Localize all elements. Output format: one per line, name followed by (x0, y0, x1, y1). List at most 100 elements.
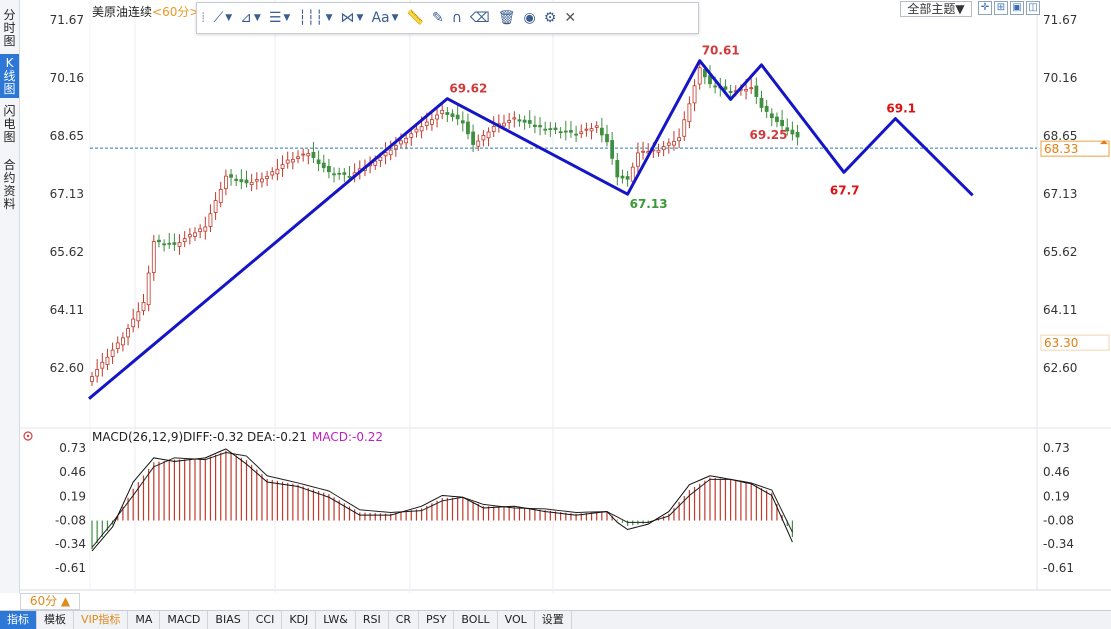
candle (749, 78, 754, 95)
gear-button[interactable]: ⚙ (540, 4, 561, 32)
channel-tool-icon: ☰ (268, 10, 282, 26)
indicator-tab-10[interactable]: CR (389, 611, 420, 629)
candle-body (677, 137, 681, 142)
candle (795, 124, 800, 146)
indicator-tab-12[interactable]: BOLL (454, 611, 498, 629)
candle (548, 122, 553, 137)
gear-icon: ⚙ (543, 10, 557, 26)
indicator-tab-0[interactable]: 指标 (0, 611, 37, 629)
indicator-tab-9[interactable]: RSI (356, 611, 389, 629)
candle-body (687, 103, 692, 123)
candle-body (692, 85, 697, 104)
pencil-button[interactable]: ✎ (428, 4, 448, 32)
candle (589, 123, 594, 140)
pattern-tool-button[interactable]: ⋈ ▼ (337, 4, 368, 32)
text-tool-button[interactable]: Aa ▼ (367, 4, 402, 32)
candle (481, 129, 486, 147)
indicator-tab-14[interactable]: 设置 (535, 611, 572, 629)
window-layout-icon[interactable]: ▣ (1010, 1, 1024, 15)
candle-body (507, 120, 512, 123)
candle (466, 113, 470, 140)
kline-chart[interactable]: 71.67 71.67 70.16 70.16 68.65 68.65 67.13 67.13… (20, 0, 1111, 593)
macd-tick-left: -0.08 (55, 514, 86, 528)
candle (584, 122, 589, 137)
eraser-icon: ⌫ (469, 10, 490, 26)
trash-button[interactable]: 🗑 (494, 4, 520, 32)
indicator-tab-13[interactable]: VOL (498, 611, 535, 629)
indicator-tab-11[interactable]: PSY (419, 611, 455, 629)
left-tab-3[interactable]: 合约资料 (3, 158, 16, 211)
candle-body (275, 168, 280, 175)
candle (182, 231, 187, 248)
candle (141, 293, 146, 316)
toolbar-grip-icon[interactable]: ⁞ (201, 10, 206, 26)
candle-body (744, 89, 748, 92)
candle-body (337, 172, 342, 175)
indicator-tab-5[interactable]: BIAS (208, 611, 249, 629)
close-button[interactable]: ✕ (560, 4, 580, 32)
macd-settings-icon (23, 431, 33, 441)
candle-body (296, 156, 300, 159)
period-button[interactable]: 60分 ▲ (20, 593, 80, 610)
indicator-tab-6[interactable]: CCI (249, 611, 283, 629)
ruler-button[interactable]: 📏 (403, 4, 428, 32)
candle-body (342, 172, 347, 175)
channel-tool-button[interactable]: ☰ ▼ (265, 4, 294, 32)
pencil-icon: ✎ (431, 10, 444, 26)
candle (90, 372, 94, 387)
candle-body (136, 311, 141, 322)
candle-body (378, 156, 383, 161)
candle-body (749, 87, 754, 90)
eraser-button[interactable]: ⌫ (466, 4, 494, 32)
instrument-title: 美原油连续<60分> (92, 3, 199, 20)
magnet-button[interactable]: ∩ (448, 4, 466, 32)
candle (234, 174, 239, 187)
indicator-tab-8[interactable]: LW& (316, 611, 356, 629)
candle-body (533, 124, 537, 128)
candle-body (435, 114, 439, 120)
indicator-tab-4[interactable]: MACD (160, 611, 209, 629)
candle (553, 122, 558, 135)
candle (440, 103, 445, 120)
price-marker-label: 63.30 (1044, 336, 1078, 350)
polyline-tool-button[interactable]: ⊿ ▼ (236, 4, 265, 32)
candle-body (764, 105, 769, 112)
candle-body (672, 141, 676, 146)
dea-line (91, 451, 793, 548)
chevron-down-icon: ▼ (253, 13, 261, 23)
candle-body (393, 145, 398, 150)
indicator-tab-1[interactable]: 模板 (37, 611, 74, 629)
candle-body (121, 337, 125, 346)
left-tab-2[interactable]: 闪电图 (3, 104, 16, 144)
line-tool-button[interactable]: ⟋ ▼ (209, 4, 236, 32)
macd-tick-left: 0.46 (59, 465, 86, 479)
left-tab-1[interactable]: K线图 (0, 54, 19, 98)
candle-body (759, 97, 764, 108)
vertical-lines-button[interactable]: ┆┆┆ ▼ (294, 4, 336, 32)
theme-select-button[interactable]: 全部主题▼ (900, 1, 972, 17)
crosshair-icon[interactable]: ✛ (978, 1, 992, 15)
fullscreen-icon[interactable]: ⊞ (994, 1, 1008, 15)
eye-button[interactable]: ◉ (520, 4, 540, 32)
candle (342, 168, 347, 182)
current-price-label: 68.33 (1044, 142, 1078, 156)
candle (332, 167, 336, 183)
candle-body (630, 166, 635, 182)
candle-body (162, 243, 167, 246)
restore-icon[interactable]: ◫ (1026, 1, 1040, 15)
candle (126, 323, 130, 346)
left-tab-0[interactable]: 分时图 (3, 8, 16, 48)
candle (162, 239, 167, 252)
candle-body (471, 131, 476, 145)
price-flag-icon (1100, 140, 1108, 145)
indicator-tab-7[interactable]: KDJ (282, 611, 317, 629)
indicator-tab-3[interactable]: MA (128, 611, 161, 629)
indicator-tab-2[interactable]: VIP指标 (74, 611, 129, 629)
candle-body (151, 241, 156, 273)
pattern-label: 70.61 (702, 44, 740, 58)
candle (105, 348, 110, 370)
candle-body (316, 159, 321, 165)
pattern-label: 67.13 (630, 197, 668, 211)
macd-histogram (91, 450, 794, 550)
candle-body (574, 133, 578, 136)
